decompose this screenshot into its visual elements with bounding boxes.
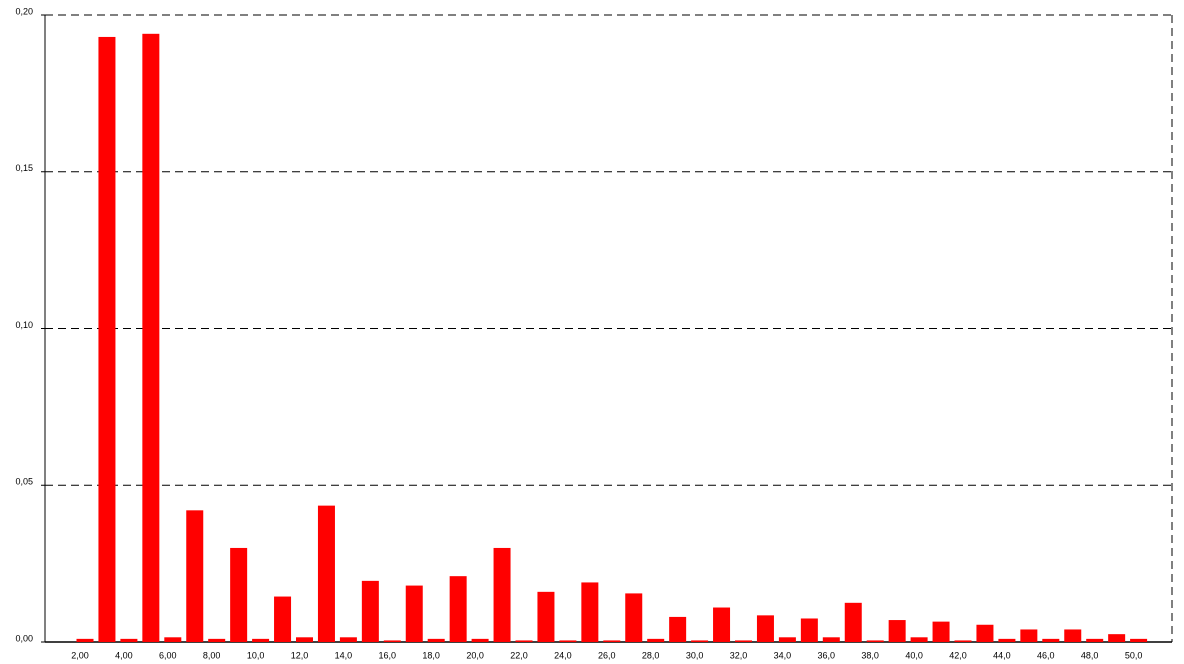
- bar: [98, 36, 116, 642]
- x-tick-label: 32,0: [730, 650, 748, 660]
- x-tick-label: 50,0: [1125, 650, 1143, 660]
- bar: [493, 547, 511, 642]
- bar: [427, 638, 445, 642]
- bar: [252, 638, 270, 642]
- bar: [515, 640, 533, 642]
- bar: [537, 591, 555, 642]
- bar: [230, 547, 248, 642]
- bar: [142, 33, 160, 643]
- bar: [603, 640, 621, 642]
- x-tick-label: 6,00: [159, 650, 177, 660]
- bar: [559, 640, 577, 642]
- bar: [954, 640, 972, 642]
- x-tick-label: 18,0: [422, 650, 440, 660]
- x-tick-label: 8,00: [203, 650, 221, 660]
- x-tick-label: 36,0: [818, 650, 836, 660]
- x-tick-label: 20,0: [466, 650, 484, 660]
- bar: [76, 638, 94, 642]
- bar: [1086, 638, 1104, 642]
- bar: [866, 640, 884, 642]
- bar: [581, 582, 599, 642]
- bar: [910, 637, 928, 642]
- bar: [383, 640, 401, 642]
- bar: [186, 510, 204, 642]
- bar: [756, 615, 774, 642]
- bar: [735, 640, 752, 642]
- bar: [1108, 634, 1126, 642]
- bar: [274, 596, 292, 642]
- bar: [471, 638, 489, 642]
- bar: [120, 638, 138, 642]
- y-tick-label: 0,15: [15, 163, 33, 173]
- x-tick-label: 26,0: [598, 650, 616, 660]
- bar: [208, 638, 226, 642]
- bar: [1042, 638, 1060, 642]
- bar: [1064, 629, 1082, 642]
- x-tick-label: 42,0: [949, 650, 967, 660]
- bar: [976, 624, 994, 642]
- bar: [691, 640, 709, 642]
- x-tick-label: 44,0: [993, 650, 1011, 660]
- bar: [998, 638, 1016, 642]
- bar: [164, 637, 182, 642]
- bar: [361, 580, 379, 642]
- x-tick-label: 28,0: [642, 650, 660, 660]
- bar: [669, 616, 687, 642]
- bar: [778, 637, 796, 642]
- y-tick-label: 0,05: [15, 477, 33, 487]
- bar: [625, 593, 643, 642]
- bar: [1020, 629, 1038, 642]
- x-tick-label: 48,0: [1081, 650, 1099, 660]
- x-tick-label: 40,0: [905, 650, 923, 660]
- bar: [800, 618, 818, 642]
- x-tick-label: 46,0: [1037, 650, 1055, 660]
- y-tick-label: 0,00: [15, 633, 33, 643]
- x-tick-label: 12,0: [291, 650, 309, 660]
- bar: [844, 602, 862, 642]
- x-tick-label: 14,0: [335, 650, 353, 660]
- bar: [822, 637, 840, 642]
- x-tick-label: 16,0: [379, 650, 397, 660]
- bar: [339, 637, 357, 642]
- x-tick-label: 2,00: [71, 650, 89, 660]
- bar: [932, 621, 950, 642]
- bar: [1130, 638, 1148, 642]
- x-tick-label: 30,0: [686, 650, 704, 660]
- bar: [296, 637, 313, 642]
- x-tick-label: 4,00: [115, 650, 133, 660]
- y-tick-label: 0,10: [15, 320, 33, 330]
- bar: [888, 620, 906, 642]
- x-tick-label: 24,0: [554, 650, 572, 660]
- x-tick-label: 10,0: [247, 650, 265, 660]
- bar: [317, 505, 335, 642]
- bar: [647, 638, 665, 642]
- bar: [449, 576, 467, 642]
- x-tick-label: 22,0: [510, 650, 528, 660]
- x-tick-label: 38,0: [861, 650, 879, 660]
- x-tick-label: 34,0: [774, 650, 792, 660]
- bar: [405, 585, 423, 642]
- y-tick-label: 0,20: [15, 6, 33, 16]
- bar: [713, 607, 731, 642]
